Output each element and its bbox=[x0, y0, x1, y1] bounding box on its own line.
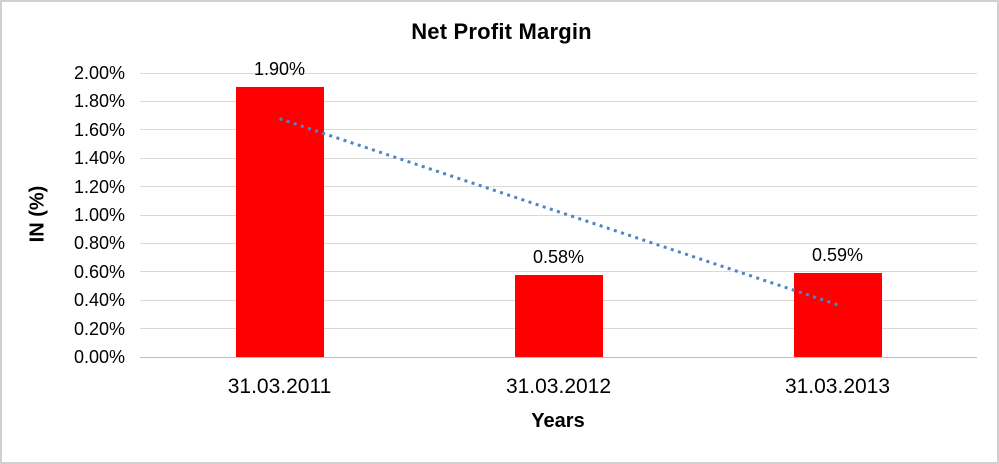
x-category-label: 31.03.2012 bbox=[505, 375, 612, 398]
y-tick-label: 0.80% bbox=[73, 233, 125, 254]
trendline-dotted bbox=[279, 117, 838, 307]
gridline bbox=[140, 157, 977, 159]
y-tick-label: 2.00% bbox=[73, 63, 125, 83]
gridline bbox=[140, 271, 977, 273]
chart-title: Net Profit Margin bbox=[411, 19, 592, 44]
y-tick-label: 1.60% bbox=[73, 119, 125, 140]
y-tick-label: 1.20% bbox=[73, 176, 125, 197]
gridline bbox=[140, 72, 977, 74]
plot-area: 1.90% 0.58% 0.59% bbox=[140, 59, 977, 358]
x-category-label: 31.03.2011 bbox=[227, 375, 332, 398]
y-tick-label: 0.20% bbox=[73, 318, 125, 339]
x-category-label: 31.03.2013 bbox=[784, 375, 891, 398]
y-tick-label: 1.40% bbox=[73, 148, 125, 169]
gridline bbox=[140, 356, 977, 358]
y-tick-label: 1.80% bbox=[73, 91, 125, 112]
y-tick-label: 0.60% bbox=[73, 261, 125, 282]
data-label: 0.59% bbox=[811, 245, 864, 266]
x-axis-title: Years bbox=[531, 410, 585, 432]
bar-31.03.2012 bbox=[514, 274, 603, 357]
gridline bbox=[140, 186, 977, 188]
bar-31.03.2013 bbox=[793, 273, 882, 357]
gridline bbox=[140, 214, 977, 216]
gridline bbox=[140, 129, 977, 131]
gridline bbox=[140, 100, 977, 102]
y-tick-label: 1.00% bbox=[73, 205, 125, 225]
bar-31.03.2011 bbox=[235, 87, 324, 357]
data-label: 0.58% bbox=[532, 246, 585, 267]
y-tick-label: 0.00% bbox=[73, 347, 125, 367]
y-tick-label: 0.40% bbox=[73, 290, 125, 311]
gridline bbox=[140, 242, 977, 244]
data-label: 1.90% bbox=[253, 59, 306, 80]
